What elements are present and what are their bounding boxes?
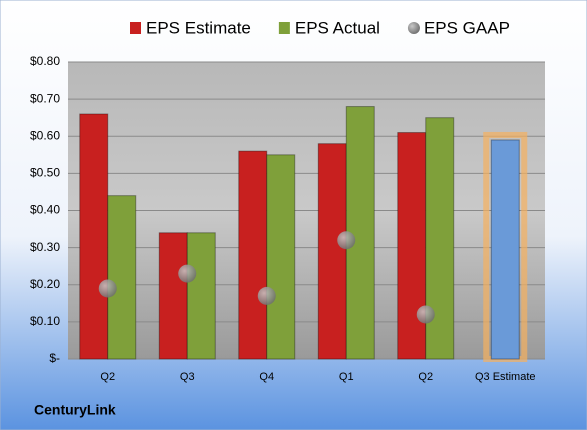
bar bbox=[238, 150, 268, 360]
x-tick-label: Q3 Estimate bbox=[475, 371, 536, 383]
x-tick-label: Q2 bbox=[100, 371, 115, 383]
y-tick-label: $0.30 bbox=[30, 240, 60, 254]
y-tick-label: $0.80 bbox=[30, 54, 60, 68]
bar bbox=[158, 232, 188, 360]
bar bbox=[266, 154, 296, 360]
y-tick-label: $0.60 bbox=[30, 128, 60, 142]
gaap-marker bbox=[98, 279, 117, 298]
y-tick-label: $0.70 bbox=[30, 91, 60, 105]
bar bbox=[107, 195, 137, 360]
gaap-marker bbox=[178, 264, 197, 283]
bar bbox=[490, 139, 520, 360]
y-tick-label: $0.50 bbox=[30, 166, 60, 180]
gaap-marker bbox=[257, 286, 276, 305]
bar bbox=[397, 132, 427, 360]
legend-label: EPS GAAP bbox=[424, 18, 510, 37]
bar bbox=[79, 113, 109, 360]
footer: CenturyLink bbox=[34, 402, 116, 418]
bar bbox=[317, 143, 347, 360]
legend-marker bbox=[278, 22, 290, 34]
legend-marker bbox=[130, 22, 141, 34]
x-tick-label: Q2 bbox=[418, 371, 433, 383]
legend-marker bbox=[407, 22, 420, 34]
y-tick-label: $0.40 bbox=[30, 203, 60, 217]
gaap-marker bbox=[416, 305, 435, 324]
x-tick-label: Q4 bbox=[259, 371, 274, 383]
x-tick-label: Q3 bbox=[180, 371, 195, 383]
gaap-marker bbox=[337, 231, 356, 250]
y-tick-label: $- bbox=[49, 351, 60, 365]
y-tick-label: $0.10 bbox=[30, 314, 60, 328]
y-tick-label: $0.20 bbox=[30, 277, 60, 291]
bar bbox=[186, 232, 216, 360]
legend-label: EPS Actual bbox=[295, 18, 380, 37]
bar bbox=[425, 117, 455, 360]
legend-label: EPS Estimate bbox=[146, 18, 251, 37]
x-tick-label: Q1 bbox=[339, 371, 354, 383]
